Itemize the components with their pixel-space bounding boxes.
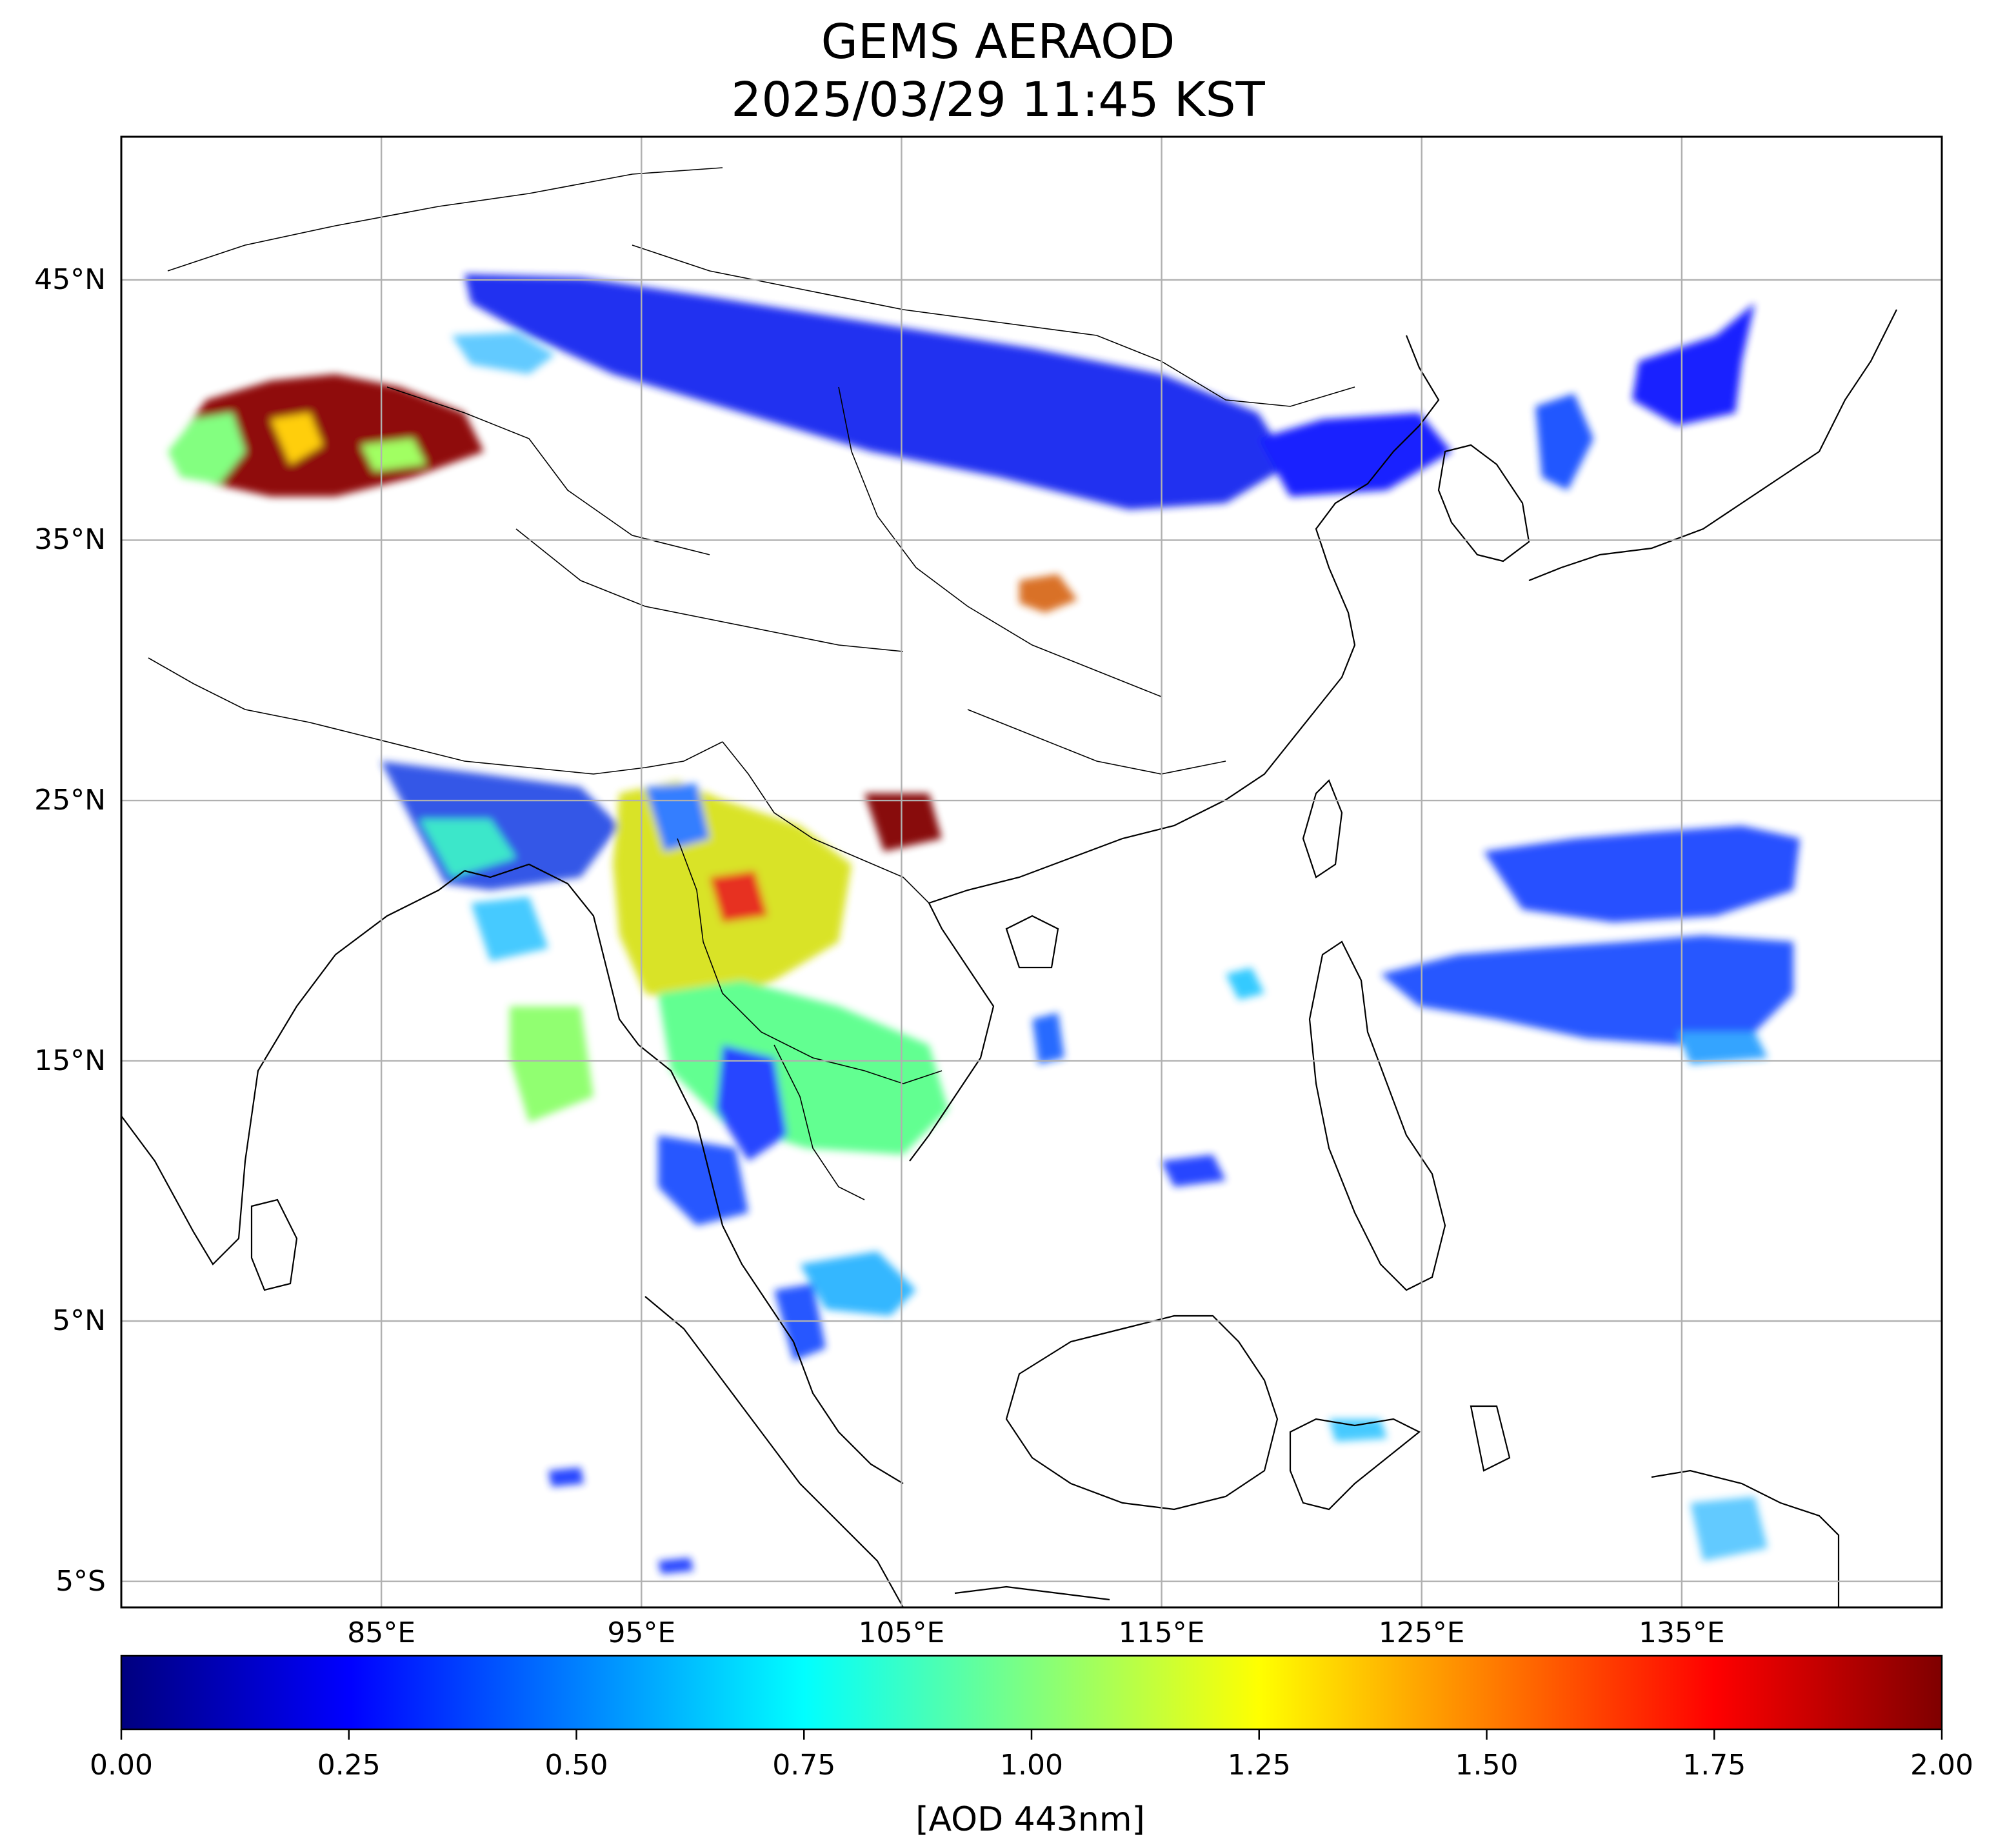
coast-java (954, 1585, 1110, 1601)
coast-korea (1437, 444, 1530, 562)
aod-patch-andaman (658, 1135, 748, 1226)
coast-myanmar (464, 863, 639, 1046)
coastlines (121, 309, 1897, 1607)
lat-label-4: 5°N (52, 1304, 106, 1338)
colorbar-tick-label-3: 0.75 (772, 1749, 836, 1782)
aod-patch-qinling (1019, 574, 1077, 613)
colorbar-tick-label-8: 2.00 (1910, 1749, 1973, 1782)
border-thai-cambodia (773, 1044, 865, 1200)
aod-patch-mongolia-band (464, 274, 1290, 510)
border-province-1 (838, 386, 1162, 697)
aod-patch-sumatra-west (548, 1467, 584, 1487)
coast-borneo (1005, 1315, 1279, 1511)
coast-vietnam (909, 902, 995, 1162)
aod-patch-gulf-thailand (800, 1251, 916, 1316)
aod-patch-west-pacific-south (1381, 935, 1793, 1045)
aod-patch-bengal-north (471, 897, 548, 961)
coast-india (121, 870, 465, 1266)
map-frame (120, 135, 1943, 1609)
aod-patch-scs-west (1032, 1013, 1064, 1064)
aod-patch-new-guinea (1690, 1496, 1768, 1561)
colorbar-ticks (120, 1729, 1943, 1740)
colorbar-tick-label-7: 1.75 (1682, 1749, 1746, 1782)
aod-patch-malay-north (774, 1284, 826, 1361)
border-indochina (677, 838, 943, 1084)
lon-label-4: 125°E (1378, 1616, 1465, 1649)
aod-patch-taklamakan-mid (271, 413, 323, 464)
border-kazakh (167, 167, 723, 272)
colorbar (120, 1654, 1943, 1731)
lon-label-3: 115°E (1118, 1616, 1205, 1649)
aod-patch-bohai (1258, 413, 1452, 497)
aod-patch-yunnan-hotspot (710, 871, 768, 922)
aod-patch-taklamakan-east (361, 439, 426, 471)
lat-label-0: 45°N (34, 263, 106, 296)
coast-hainan (1005, 915, 1059, 969)
aod-patch-korea-east (1535, 393, 1593, 490)
aod-patch-bangladesh (381, 761, 619, 890)
colorbar-unit-label: [AOD 443nm] (915, 1800, 1145, 1839)
coast-halmahera (1470, 1405, 1511, 1472)
aod-patch-west-thailand (716, 1045, 787, 1161)
border-tibet (515, 528, 904, 652)
aod-patch-bengal-central (510, 1006, 594, 1122)
aod-patch-japan-sea (1632, 303, 1755, 426)
aod-patch-sumatra-south (658, 1558, 694, 1574)
coast-south-china (928, 483, 1368, 904)
colorbar-tick-label-1: 0.25 (317, 1749, 381, 1782)
map-title: GEMS AERAOD (821, 14, 1175, 70)
coast-japan (1528, 309, 1897, 582)
coast-bohai (1367, 335, 1440, 484)
aod-patch-guizhou-hotspot (864, 793, 942, 851)
aod-patch-sulawesi (1329, 1419, 1387, 1442)
coast-malay-peninsula (638, 1044, 904, 1484)
lat-label-5: 5°S (55, 1564, 106, 1598)
coast-taiwan (1302, 779, 1343, 879)
aod-patch-taklamakan-edge (168, 413, 245, 484)
colorbar-tick-label-2: 0.50 (544, 1749, 608, 1782)
colorbar-tick-label-4: 1.00 (1000, 1749, 1063, 1782)
map-area (121, 137, 1942, 1607)
border-china-south (722, 741, 930, 904)
lat-label-2: 25°N (34, 784, 106, 817)
lon-label-0: 85°E (347, 1616, 416, 1649)
lon-label-5: 135°E (1638, 1616, 1725, 1649)
lat-label-3: 15°N (34, 1044, 106, 1077)
colorbar-tick-label-5: 1.25 (1227, 1749, 1291, 1782)
border-xinjiang (386, 386, 710, 555)
colorbar-tick-label-6: 1.50 (1455, 1749, 1519, 1782)
coast-sulawesi (1289, 1418, 1421, 1511)
lon-label-2: 105°E (858, 1616, 945, 1649)
aod-patch-bangladesh-south (419, 819, 516, 877)
aod-data-layer (168, 274, 1800, 1574)
coast-sri-lanka (250, 1198, 298, 1291)
lat-label-1: 35°N (34, 523, 106, 557)
border-province-2 (967, 709, 1226, 775)
aod-patch-scs-central (1161, 1155, 1226, 1187)
aod-patch-scs-luzon-west (1226, 968, 1264, 1000)
lon-label-1: 95°E (607, 1616, 676, 1649)
aod-patch-gansu (452, 332, 555, 374)
map-subtitle-timestamp: 2025/03/29 11:45 KST (731, 72, 1265, 128)
coast-new-guinea (1651, 1469, 1840, 1607)
gridlines (121, 137, 1942, 1607)
coast-philippines (1308, 940, 1446, 1291)
aod-patch-west-pacific-edge (1677, 1032, 1768, 1064)
aod-patch-west-pacific-north (1484, 826, 1800, 922)
coast-sumatra (644, 1296, 904, 1607)
border-himalaya (148, 657, 723, 775)
colorbar-tick-label-0: 0.00 (90, 1749, 153, 1782)
